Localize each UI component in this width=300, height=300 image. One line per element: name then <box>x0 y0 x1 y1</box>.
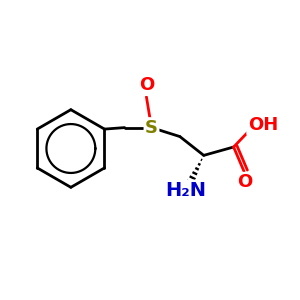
Text: O: O <box>237 173 253 191</box>
Text: S: S <box>145 118 158 136</box>
Text: OH: OH <box>248 116 278 134</box>
Text: H₂N: H₂N <box>165 181 206 200</box>
Text: O: O <box>139 76 154 94</box>
